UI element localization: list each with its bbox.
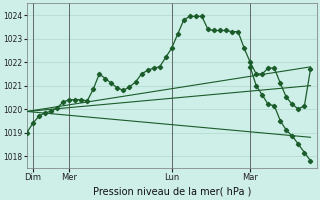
X-axis label: Pression niveau de la mer( hPa ): Pression niveau de la mer( hPa ) [92,187,251,197]
